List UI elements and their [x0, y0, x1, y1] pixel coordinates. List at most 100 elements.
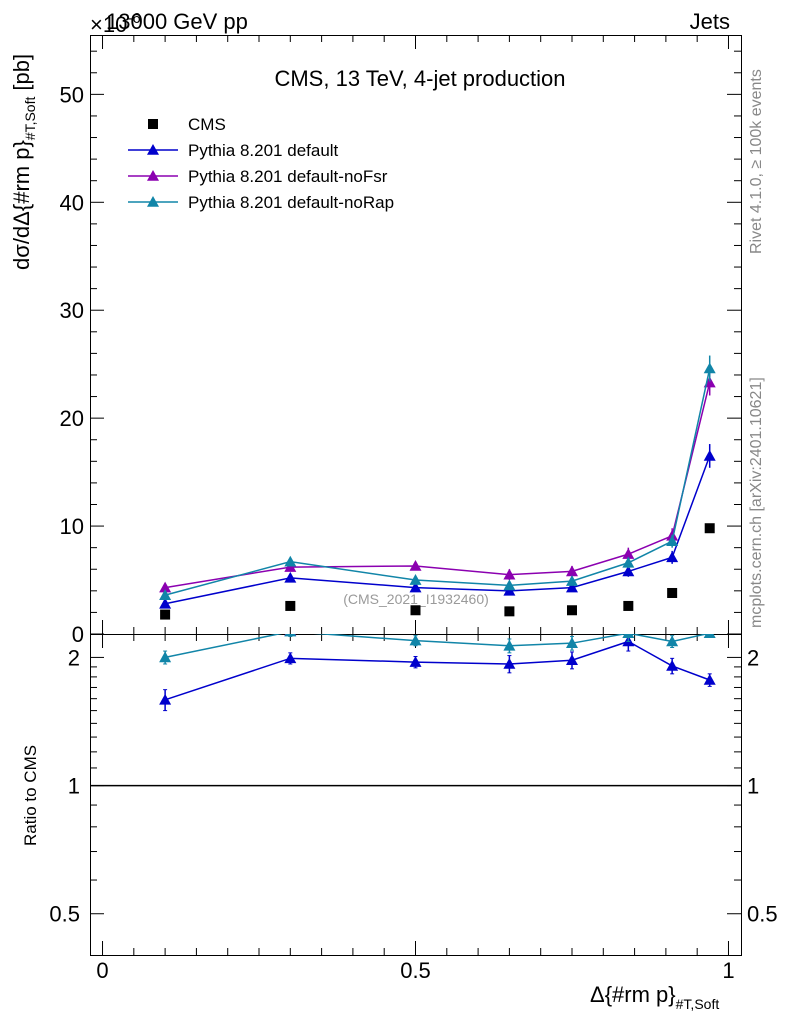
- ratio-tick-label-left: 2: [68, 645, 80, 670]
- ratio-series-pythia-8-201-default-norap: [159, 634, 716, 665]
- legend-marker-square: [148, 119, 158, 129]
- ratio-point: [503, 658, 516, 669]
- y-tick-label: 20: [60, 406, 84, 431]
- data-point: [504, 606, 515, 617]
- legend: CMS Pythia 8.201 default Pythia 8.201 defa…: [128, 115, 394, 212]
- ratio-tick-label-left: 0.5: [49, 902, 80, 927]
- main-y-ticks: 0 10 20 30 40 50: [60, 50, 741, 647]
- main-y-axis-label: dσ/dΔ{#rm p}#T,Soft[pb]: [9, 54, 38, 270]
- series-pythia-8-201-default-norap: [159, 355, 716, 600]
- ratio-point: [622, 634, 635, 638]
- y-tick-label: 0: [72, 622, 84, 647]
- ratio-point: [409, 634, 422, 646]
- data-point: [159, 597, 172, 609]
- ratio-point: [503, 618, 515, 629]
- series-line: [164, 382, 711, 589]
- header-right-label: Jets: [690, 9, 730, 34]
- ratio-point: [565, 654, 578, 666]
- ratio-series-pythia-8-201-default-nofsr: [165, 610, 716, 636]
- data-point: [565, 565, 578, 577]
- y-tick-label: 40: [60, 190, 84, 215]
- legend-marker-triangle: [147, 196, 159, 207]
- data-point: [409, 560, 422, 571]
- legend-label: CMS: [188, 115, 226, 134]
- ratio-tick-label-right: 1: [747, 774, 759, 799]
- mcplots-label: mcplots.cern.ch [arXiv:2401.10621]: [748, 377, 765, 628]
- data-point: [622, 556, 635, 568]
- data-point: [284, 571, 297, 583]
- ratio-point: [704, 623, 716, 634]
- data-point: [622, 565, 635, 577]
- data-point: [565, 575, 578, 586]
- ratio-line: [164, 634, 710, 659]
- data-point: [703, 449, 716, 461]
- ratio-point: [666, 659, 679, 671]
- data-point: [565, 581, 578, 593]
- ratio-point: [666, 635, 679, 647]
- ratio-y-axis-label: Ratio to CMS: [21, 745, 40, 846]
- ratio-line: [164, 640, 710, 701]
- legend-label: Pythia 8.201 default: [188, 141, 339, 160]
- data-point: [159, 589, 172, 600]
- legend-marker-triangle: [147, 144, 159, 155]
- ratio-point: [159, 651, 172, 663]
- ratio-point: [565, 637, 578, 648]
- ratio-y-ticks: 0.5 0.5 1 1 2 2: [49, 645, 777, 926]
- header-left-label: 13000 GeV pp: [106, 9, 248, 34]
- data-point: [666, 551, 679, 563]
- series-line: [164, 368, 711, 596]
- y-tick-label: 30: [60, 298, 84, 323]
- data-point: [284, 555, 297, 567]
- x-tick-label: 0.5: [400, 958, 431, 983]
- ratio-line: [165, 616, 710, 631]
- x-tick-label: 0: [96, 958, 108, 983]
- ratio-point: [284, 634, 297, 637]
- data-point: [703, 362, 716, 374]
- rivet-label: Rivet 4.1.0, ≥ 100k events: [748, 69, 765, 254]
- data-point: [503, 579, 516, 591]
- series-cms: [160, 523, 715, 620]
- legend-marker-triangle: [147, 170, 159, 181]
- data-point: [285, 600, 296, 611]
- ratio-point: [666, 621, 678, 632]
- ratio-tick-label-left: 1: [68, 774, 80, 799]
- x-tick-label: 1: [722, 958, 734, 983]
- ratio-series-pythia-8-201-default: [159, 634, 716, 712]
- exponent-label: ×10-6: [90, 10, 141, 37]
- ratio-point: [703, 674, 716, 685]
- ratio-tick-label-right: 2: [747, 645, 759, 670]
- series-line: [164, 455, 711, 605]
- plot-title: CMS, 13 TeV, 4-jet production: [274, 66, 565, 91]
- ratio-point: [703, 634, 716, 638]
- ratio-point: [622, 610, 634, 621]
- x-axis-label: Δ{#rm p}#T,Soft: [590, 982, 719, 1012]
- main-series-layer: [159, 355, 716, 620]
- y-tick-label: 50: [60, 82, 84, 107]
- data-point: [566, 605, 577, 616]
- legend-label: Pythia 8.201 default-noRap: [188, 193, 394, 212]
- analysis-watermark: (CMS_2021_I1932460): [343, 591, 489, 607]
- data-point: [704, 523, 715, 534]
- data-point: [410, 605, 421, 616]
- data-point: [623, 600, 634, 611]
- data-point: [503, 568, 516, 580]
- series-pythia-8-201-default-nofsr: [159, 369, 716, 593]
- ratio-point: [159, 693, 172, 705]
- data-point: [159, 581, 172, 593]
- series-pythia-8-201-default: [159, 444, 716, 609]
- ratio-point: [409, 656, 422, 667]
- ratio-series-layer: [159, 610, 716, 712]
- data-point: [622, 548, 635, 559]
- ratio-plot-frame: [90, 634, 742, 956]
- ratio-point: [503, 639, 516, 651]
- data-point: [666, 535, 679, 546]
- data-point: [667, 587, 678, 598]
- data-point: [409, 581, 422, 593]
- data-point: [409, 574, 422, 585]
- ratio-point: [566, 616, 578, 627]
- x-ticks: 0 0.5 1: [96, 35, 735, 983]
- legend-label: Pythia 8.201 default-noFsr: [188, 167, 388, 186]
- ratio-tick-label-right: 0.5: [747, 902, 778, 927]
- data-point: [160, 609, 171, 620]
